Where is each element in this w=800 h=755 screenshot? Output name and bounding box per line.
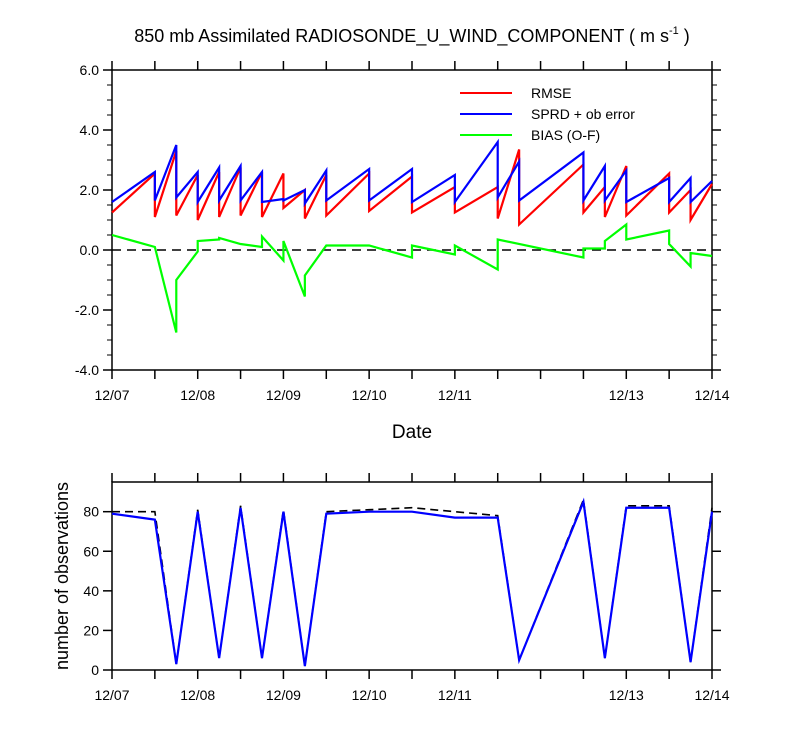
bottom-ticks: 12/07 12/08 12/09 12/10 12/11 12/13 12/14 80 60 4… <box>83 473 730 703</box>
legend: RMSE SPRD + ob error BIAS (O-F) <box>460 85 635 143</box>
x-tick-label: 12/11 <box>438 687 472 703</box>
x-tick-label: 12/08 <box>180 387 215 403</box>
y-tick-label: 80 <box>83 504 99 520</box>
x-tick-label: 12/07 <box>94 687 129 703</box>
top-ticks: 12/07 12/08 12/09 12/10 12/11 12/13 12/14 6.0 4.… <box>75 61 730 403</box>
x-tick-label: 12/14 <box>694 687 729 703</box>
bottom-chart: 12/07 12/08 12/09 12/10 12/11 12/13 12/14 80 60 4… <box>52 473 730 703</box>
series-line-series-0 <box>112 496 713 667</box>
y-tick-label: 40 <box>83 583 99 599</box>
top-chart: 850 mb Assimilated RADIOSONDE_U_WIND_COM… <box>75 25 730 443</box>
y-tick-label: 0 <box>91 662 99 678</box>
x-tick-label: 12/09 <box>266 387 301 403</box>
x-tick-label: 12/07 <box>94 387 129 403</box>
x-tick-label: 12/11 <box>438 387 472 403</box>
y-tick-label: 60 <box>83 543 99 559</box>
top-series-group <box>111 138 713 333</box>
legend-label: SPRD + ob error <box>531 106 635 122</box>
y-tick-label: -2.0 <box>75 302 99 318</box>
y-tick-label: -4.0 <box>75 362 99 378</box>
bottom-series-group <box>111 496 714 667</box>
y-tick-label: 2.0 <box>80 182 100 198</box>
chart-title: 850 mb Assimilated RADIOSONDE_U_WIND_COM… <box>134 25 690 47</box>
y-tick-label: 20 <box>83 622 99 638</box>
series-line-series-1 <box>111 497 714 667</box>
legend-label: BIAS (O-F) <box>531 127 600 143</box>
x-tick-label: 12/09 <box>266 687 301 703</box>
x-axis-label: Date <box>392 422 432 443</box>
title-superscript: -1 <box>669 25 679 37</box>
bottom-plot-frame <box>111 481 713 671</box>
series-line-sprd-ob-error <box>111 138 713 208</box>
y-tick-label: 0.0 <box>80 242 100 258</box>
title-suffix: ) <box>679 26 690 46</box>
x-tick-label: 12/13 <box>609 387 644 403</box>
legend-label: RMSE <box>531 85 571 101</box>
x-tick-label: 12/10 <box>352 687 387 703</box>
y-tick-label: 4.0 <box>80 122 100 138</box>
y-tick-label: 6.0 <box>80 62 100 78</box>
x-tick-label: 12/08 <box>180 687 215 703</box>
x-tick-label: 12/10 <box>352 387 387 403</box>
x-tick-label: 12/14 <box>694 387 729 403</box>
series-line-bias-o-f <box>111 222 713 333</box>
x-tick-label: 12/13 <box>609 687 644 703</box>
y-axis-label: number of observations <box>52 482 72 670</box>
